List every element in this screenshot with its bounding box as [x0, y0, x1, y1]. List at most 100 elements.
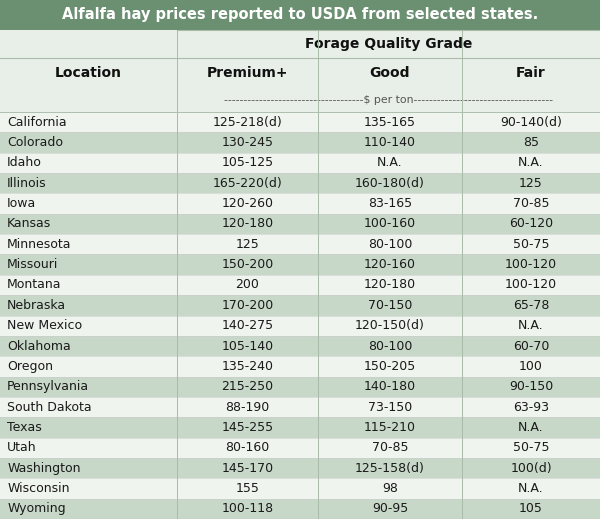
- Text: 50-75: 50-75: [513, 441, 549, 454]
- Text: Oklahoma: Oklahoma: [7, 339, 71, 352]
- Text: 120-180: 120-180: [221, 217, 274, 230]
- Text: Pennsylvania: Pennsylvania: [7, 380, 89, 393]
- Text: N.A.: N.A.: [518, 421, 544, 434]
- Text: 120-150(d): 120-150(d): [355, 319, 425, 332]
- Text: 65-78: 65-78: [513, 299, 549, 312]
- Text: Forage Quality Grade: Forage Quality Grade: [305, 37, 472, 51]
- Text: 155: 155: [236, 482, 259, 495]
- Text: 100-160: 100-160: [364, 217, 416, 230]
- Text: Texas: Texas: [7, 421, 42, 434]
- Text: 125: 125: [236, 238, 259, 251]
- Text: 125: 125: [519, 177, 543, 190]
- Text: Wisconsin: Wisconsin: [7, 482, 70, 495]
- Text: 145-255: 145-255: [221, 421, 274, 434]
- Text: 105-140: 105-140: [221, 339, 274, 352]
- Text: 83-165: 83-165: [368, 197, 412, 210]
- Text: 90-150: 90-150: [509, 380, 553, 393]
- Text: Nebraska: Nebraska: [7, 299, 67, 312]
- Text: 140-275: 140-275: [221, 319, 274, 332]
- Bar: [0, 417, 600, 438]
- Text: N.A.: N.A.: [518, 156, 544, 169]
- Text: 70-85: 70-85: [372, 441, 408, 454]
- Text: 105: 105: [519, 502, 543, 515]
- Bar: [0, 377, 600, 397]
- Text: Missouri: Missouri: [7, 258, 59, 271]
- Bar: [0, 254, 600, 275]
- Text: 98: 98: [382, 482, 398, 495]
- Text: Idaho: Idaho: [7, 156, 42, 169]
- Text: Kansas: Kansas: [7, 217, 52, 230]
- Bar: [0, 30, 600, 58]
- Text: 100-118: 100-118: [221, 502, 274, 515]
- Text: 100(d): 100(d): [510, 461, 552, 474]
- Bar: [0, 153, 600, 173]
- Text: Washington: Washington: [7, 461, 80, 474]
- Text: 90-95: 90-95: [372, 502, 408, 515]
- Text: Montana: Montana: [7, 279, 62, 292]
- Bar: [0, 499, 600, 519]
- Text: 115-210: 115-210: [364, 421, 416, 434]
- Text: Fair: Fair: [516, 66, 546, 80]
- Bar: [0, 458, 600, 479]
- Text: 135-240: 135-240: [221, 360, 274, 373]
- Text: N.A.: N.A.: [377, 156, 403, 169]
- Bar: [0, 397, 600, 417]
- Text: 60-120: 60-120: [509, 217, 553, 230]
- Text: 80-160: 80-160: [226, 441, 269, 454]
- Text: 215-250: 215-250: [221, 380, 274, 393]
- Text: Colorado: Colorado: [7, 136, 63, 149]
- Text: 165-220(d): 165-220(d): [212, 177, 283, 190]
- Text: 140-180: 140-180: [364, 380, 416, 393]
- Text: Alfalfa hay prices reported to USDA from selected states.: Alfalfa hay prices reported to USDA from…: [62, 7, 538, 22]
- Bar: [0, 275, 600, 295]
- Bar: [0, 356, 600, 377]
- Text: 130-245: 130-245: [221, 136, 274, 149]
- Text: 105-125: 105-125: [221, 156, 274, 169]
- Text: 70-85: 70-85: [513, 197, 549, 210]
- Text: 150-200: 150-200: [221, 258, 274, 271]
- Bar: [0, 438, 600, 458]
- Bar: [0, 479, 600, 499]
- Text: Good: Good: [370, 66, 410, 80]
- Text: 100-120: 100-120: [505, 279, 557, 292]
- Text: 100-120: 100-120: [505, 258, 557, 271]
- Text: South Dakota: South Dakota: [7, 401, 92, 414]
- Text: Iowa: Iowa: [7, 197, 37, 210]
- Text: Location: Location: [55, 66, 122, 80]
- Text: 63-93: 63-93: [513, 401, 549, 414]
- Text: Utah: Utah: [7, 441, 37, 454]
- Text: 50-75: 50-75: [513, 238, 549, 251]
- Text: 60-70: 60-70: [513, 339, 549, 352]
- Text: 200: 200: [236, 279, 259, 292]
- Text: 110-140: 110-140: [364, 136, 416, 149]
- Bar: [0, 0, 600, 30]
- Bar: [0, 214, 600, 234]
- Text: 73-150: 73-150: [368, 401, 412, 414]
- Text: 120-160: 120-160: [364, 258, 416, 271]
- Text: 145-170: 145-170: [221, 461, 274, 474]
- Text: Premium+: Premium+: [207, 66, 288, 80]
- Text: Wyoming: Wyoming: [7, 502, 66, 515]
- Bar: [0, 194, 600, 214]
- Text: 88-190: 88-190: [226, 401, 269, 414]
- Text: 80-100: 80-100: [368, 238, 412, 251]
- Bar: [0, 132, 600, 153]
- Text: 120-260: 120-260: [221, 197, 274, 210]
- Text: 120-180: 120-180: [364, 279, 416, 292]
- Text: N.A.: N.A.: [518, 482, 544, 495]
- Bar: [0, 112, 600, 132]
- Bar: [0, 336, 600, 356]
- Text: 80-100: 80-100: [368, 339, 412, 352]
- Text: California: California: [7, 116, 67, 129]
- Text: 90-140(d): 90-140(d): [500, 116, 562, 129]
- Text: 160-180(d): 160-180(d): [355, 177, 425, 190]
- Text: 170-200: 170-200: [221, 299, 274, 312]
- Text: Oregon: Oregon: [7, 360, 53, 373]
- Text: 70-150: 70-150: [368, 299, 412, 312]
- Text: New Mexico: New Mexico: [7, 319, 82, 332]
- Text: Illinois: Illinois: [7, 177, 47, 190]
- Text: 135-165: 135-165: [364, 116, 416, 129]
- Text: 125-218(d): 125-218(d): [212, 116, 283, 129]
- Bar: [0, 234, 600, 254]
- Text: 150-205: 150-205: [364, 360, 416, 373]
